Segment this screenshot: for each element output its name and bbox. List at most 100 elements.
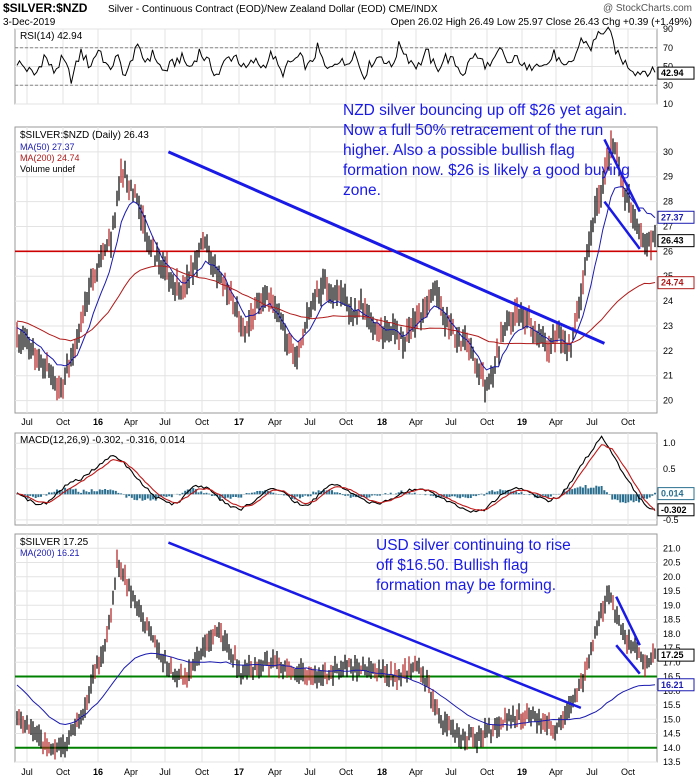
x-tick-label: Oct <box>480 417 495 427</box>
y-tick-label: 1.0 <box>663 438 676 448</box>
y-tick-label: 18.5 <box>663 615 681 625</box>
x-tick-label: Jul <box>159 767 171 777</box>
y-tick-label: 28 <box>663 197 673 207</box>
chart-description: Silver - Continuous Contract (EOD)/New Z… <box>108 4 438 15</box>
y-tick-label: 20 <box>663 396 673 406</box>
y-tick-label: 17.5 <box>663 643 681 653</box>
y-tick-label: 29 <box>663 172 673 182</box>
y-tick-label: 19.0 <box>663 600 681 610</box>
usd-flag-upper-line <box>615 596 641 646</box>
y-tick-label: 22 <box>663 346 673 356</box>
y-tick-label: 23 <box>663 321 673 331</box>
nzd-downtrend-line <box>167 150 606 345</box>
usd-ma200-badge <box>657 678 695 692</box>
y-tick-label: 30 <box>663 147 673 157</box>
x-tick-label: Apr <box>268 767 282 777</box>
nzd-annotation: NZD silver bouncing up off $26 yet again… <box>343 102 630 199</box>
nzd-legend-ma50: MA(50) 27.37 <box>20 142 75 152</box>
quote-line: Open 26.02 High 26.49 Low 25.97 Close 26… <box>391 17 692 28</box>
rsi-line <box>16 26 656 84</box>
x-tick-label: Oct <box>195 417 210 427</box>
x-tick-label: Jul <box>304 767 316 777</box>
x-tick-label: Apr <box>409 417 423 427</box>
y-tick-label: 30 <box>663 80 673 90</box>
x-tick-label: Oct <box>56 417 71 427</box>
x-tick-label: Apr <box>124 417 138 427</box>
y-tick-label: 90 <box>663 24 673 34</box>
x-tick-label: 17 <box>234 767 244 777</box>
x-tick-label: Jul <box>445 417 457 427</box>
x-tick-label: 16 <box>93 767 103 777</box>
y-tick-label: 27 <box>663 221 673 231</box>
y-tick-label: 13.5 <box>663 757 681 767</box>
usd-annotation: USD silver continuing to rise off $16.50… <box>376 537 571 594</box>
x-tick-label: 17 <box>234 417 244 427</box>
usd-annotation-box: USD silver continuing to rise off $16.50… <box>376 537 571 594</box>
y-tick-label: 10 <box>663 99 673 109</box>
y-tick-label: 21 <box>663 371 673 381</box>
usd-legend-price: $SILVER 17.25 <box>20 537 89 548</box>
y-tick-label: 15.0 <box>663 714 681 724</box>
y-tick-label: 19.5 <box>663 586 681 596</box>
nzd-ma50-line <box>16 186 656 371</box>
y-tick-label: 20.5 <box>663 558 681 568</box>
x-tick-label: Apr <box>124 767 138 777</box>
y-tick-label: 14.5 <box>663 729 681 739</box>
macd-value-badge <box>657 503 695 517</box>
y-tick-label: 17.0 <box>663 657 681 667</box>
usd-price-badge-label: 17.25 <box>661 650 684 660</box>
rsi-last-badge <box>657 66 695 80</box>
y-tick-label: 16.5 <box>663 672 681 682</box>
nzd-price-badge <box>657 234 695 248</box>
macd-panel <box>14 432 658 526</box>
nzd-price-badge-label: 26.43 <box>661 236 684 246</box>
x-tick-label: Oct <box>56 767 71 777</box>
watermark: @ StockCharts.com <box>603 3 692 14</box>
usd-flag-lower-line <box>615 644 641 675</box>
y-tick-label: 26 <box>663 246 673 256</box>
macd-legend: MACD(12,26,9) -0.302, -0.316, 0.014 <box>20 435 186 446</box>
nzd-ma50-badge-label: 27.37 <box>661 212 684 222</box>
nzd-ma200-badge-label: 24.74 <box>661 278 684 288</box>
x-tick-label: Apr <box>268 417 282 427</box>
usd-price-badge <box>657 648 695 662</box>
x-tick-label: Apr <box>549 767 563 777</box>
nzd-ma50-badge <box>657 210 695 224</box>
usd-ma200-badge-label: 16.21 <box>661 680 684 690</box>
x-tick-label: 19 <box>517 417 527 427</box>
x-tick-label: Oct <box>480 767 495 777</box>
nzd-legend-price: $SILVER:$NZD (Daily) 26.43 <box>20 130 149 141</box>
y-tick-label: 20.0 <box>663 572 681 582</box>
rsi-legend: RSI(14) 42.94 <box>20 31 83 42</box>
rsi-last-badge-label: 42.94 <box>661 68 684 78</box>
y-tick-label: 70 <box>663 43 673 53</box>
y-tick-label: 24 <box>663 296 673 306</box>
nzd-annotation-box: NZD silver bouncing up off $26 yet again… <box>343 102 630 199</box>
y-tick-label: 15.5 <box>663 700 681 710</box>
y-tick-label: 21.0 <box>663 543 681 553</box>
macd-hist-badge-label: 0.014 <box>661 489 684 499</box>
nzd-ma200-badge <box>657 276 695 290</box>
macd-hist-badge <box>657 487 695 501</box>
x-tick-label: Jul <box>586 417 598 427</box>
nzd-panel <box>14 126 658 414</box>
x-tick-label: Jul <box>21 417 33 427</box>
chart-date: 3-Dec-2019 <box>3 17 56 28</box>
x-tick-label: Apr <box>549 417 563 427</box>
y-tick-label: 0.5 <box>663 464 676 474</box>
x-tick-label: 18 <box>377 417 387 427</box>
x-tick-label: Jul <box>159 417 171 427</box>
x-tick-label: 16 <box>93 417 103 427</box>
y-tick-label: 14.0 <box>663 743 681 753</box>
x-tick-label: Oct <box>339 417 354 427</box>
usd-ma200-line <box>16 652 656 726</box>
chart-symbol: $SILVER:$NZD <box>3 1 88 15</box>
x-tick-label: Jul <box>586 767 598 777</box>
x-tick-label: Jul <box>21 767 33 777</box>
usd-legend-ma200: MA(200) 16.21 <box>20 548 80 558</box>
nzd-flag-upper-line <box>603 138 641 213</box>
nzd-flag-lower-line <box>603 200 641 250</box>
nzd-legend-volume: Volume undef <box>20 164 76 174</box>
usd-downtrend-line <box>167 541 582 710</box>
